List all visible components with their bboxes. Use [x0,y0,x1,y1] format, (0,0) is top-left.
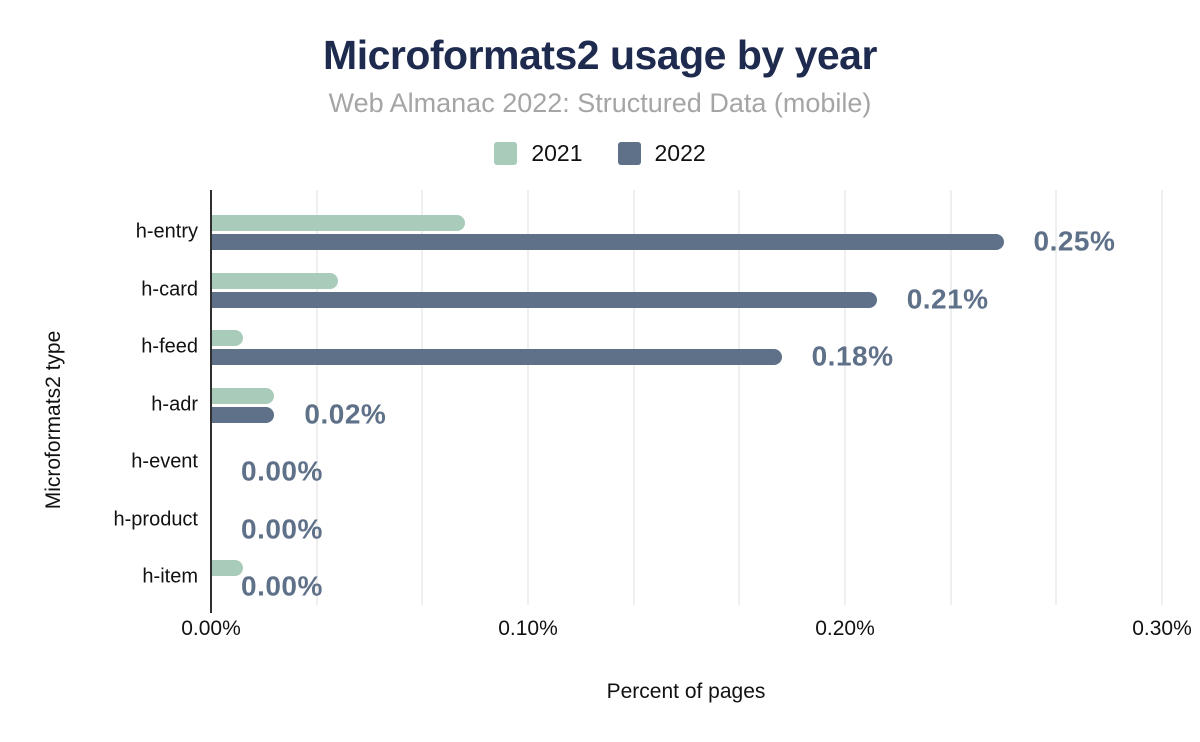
x-tick-label: 0.10% [498,617,558,640]
bar-2022 [211,406,275,423]
category-label: h-entry [135,220,198,243]
bar-2022 [211,349,782,365]
grid-line [632,190,635,605]
bar-2021 [211,330,243,346]
category-label: h-event [131,450,198,473]
value-label: 0.00% [241,570,323,602]
plot-area: h-entry 0.25% h-card 0.21% h-feed 0.18% h-adr 0… [114,190,1176,605]
legend: 2021 2022 [0,140,1200,167]
category-label: h-item [142,565,198,588]
x-tick-label: 0.00% [181,617,241,640]
chart-subtitle: Web Almanac 2022: Structured Data (mobil… [328,88,872,118]
legend-swatch-2022 [617,142,641,165]
legend-item-2022: 2022 [617,140,706,167]
legend-label-2021: 2021 [531,140,583,166]
value-label: 0.21% [906,282,989,314]
grid-line [526,190,529,605]
grid-line [1160,190,1163,605]
x-tick-label: 0.20% [815,617,875,640]
y-axis-title: Microformats2 type [42,330,65,510]
legend-swatch-2021 [494,142,518,165]
grid-line [315,190,318,605]
value-label: 0.00% [241,455,323,487]
value-label: 0.18% [811,340,894,372]
x-axis-title: Percent of pages [606,680,766,703]
grid-line [949,190,952,605]
legend-label-2022: 2022 [654,140,706,166]
x-tick-label: 0.30% [1132,617,1192,640]
legend-item-2021: 2021 [494,140,583,167]
grid-line [1055,190,1058,605]
grid-line [421,190,424,605]
grid-line [843,190,846,605]
bar-2022 [211,291,877,308]
category-label: h-adr [151,393,198,415]
value-label: 0.02% [304,397,387,429]
value-label: 0.00% [241,512,323,544]
bar-2021 [211,272,338,289]
category-label: h-card [141,278,198,300]
bar-2021 [211,560,243,576]
chart-title: Microformats2 usage by year [323,32,877,78]
grid-line [738,190,741,605]
bar-2022 [211,234,1004,250]
category-label: h-product [113,508,199,530]
bar-2021 [211,387,275,404]
category-label: h-feed [141,335,198,358]
value-label: 0.25% [1033,225,1116,257]
y-axis-line [210,190,212,613]
bar-2021 [211,215,465,231]
